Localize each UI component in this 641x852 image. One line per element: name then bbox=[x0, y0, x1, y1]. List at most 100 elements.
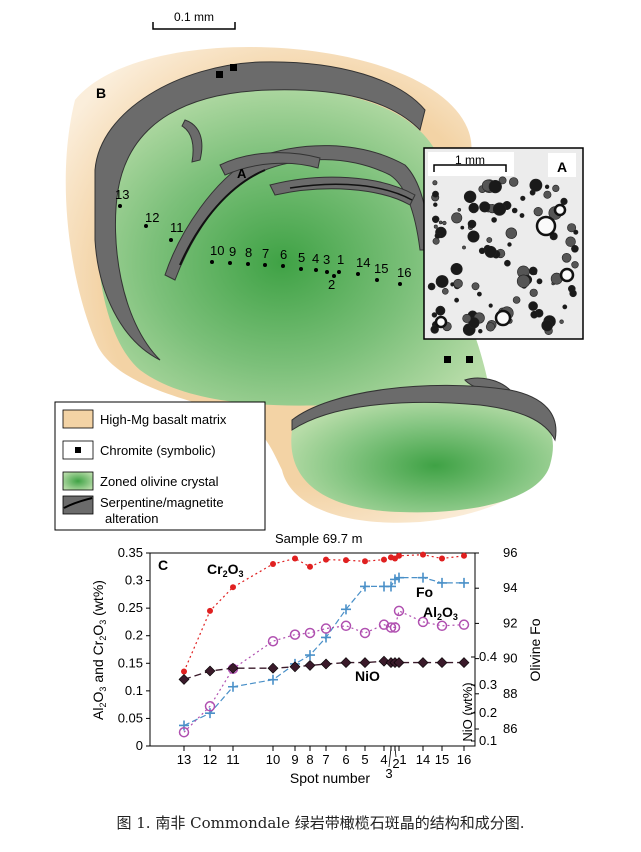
data-point-nio bbox=[178, 673, 190, 685]
data-point-cr2o3 bbox=[207, 607, 213, 614]
spot-point bbox=[332, 274, 336, 278]
spot-label: 13 bbox=[115, 187, 129, 202]
data-point-fo bbox=[386, 581, 396, 592]
data-point-cr2o3 bbox=[307, 563, 313, 570]
legend-label-serpentine-1: Serpentine/magnetite bbox=[100, 495, 224, 510]
data-point-nio bbox=[304, 659, 316, 671]
right-axis-title-nio: NiO (wt%) bbox=[460, 682, 475, 741]
olivine-grain-dot bbox=[460, 225, 465, 230]
olivine-grain-dot bbox=[431, 312, 438, 318]
olivine-grain-dot bbox=[468, 317, 480, 329]
left-y-tick-label: 0.1 bbox=[125, 683, 143, 698]
olivine-grain-dot bbox=[567, 223, 577, 233]
spot-label: 16 bbox=[397, 265, 411, 280]
serpentine-rim-main bbox=[94, 61, 426, 361]
data-point-al2o3 bbox=[267, 635, 279, 647]
legend: High-Mg basalt matrix Chromite (symbolic… bbox=[54, 401, 266, 531]
series-line-al2o3 bbox=[183, 610, 465, 733]
olivine-phenocryst-outline bbox=[535, 215, 557, 237]
spot-label: 11 bbox=[170, 220, 184, 235]
chromite-grain bbox=[466, 356, 473, 363]
spot-label: 15 bbox=[374, 261, 388, 276]
olivine-grain-dot bbox=[488, 303, 493, 308]
olivine-grain-dot bbox=[536, 278, 543, 285]
olivine-grain-dot bbox=[504, 259, 511, 267]
legend-label-serpentine-2: alteration bbox=[105, 511, 158, 526]
data-point-al2o3 bbox=[204, 701, 216, 712]
olivine-grain-dot bbox=[453, 278, 463, 289]
spot-label: 4 bbox=[312, 251, 319, 266]
plot-frame bbox=[149, 552, 476, 747]
olivine-phenocryst-outline bbox=[559, 267, 575, 283]
left-axis-title: Al2O3 and Cr2O3 (wt%) bbox=[90, 580, 108, 720]
olivine-grain-dot bbox=[432, 190, 439, 198]
data-point-cr2o3 bbox=[381, 556, 387, 563]
data-point-cr2o3 bbox=[461, 552, 467, 559]
olivine-grain-dot bbox=[485, 322, 496, 332]
series-label-nio: NiO bbox=[355, 668, 380, 684]
scale-bar-a bbox=[433, 164, 507, 172]
olivine-grain-dot bbox=[530, 310, 539, 319]
olivine-grain-dot bbox=[479, 201, 491, 213]
spot-label: 14 bbox=[356, 255, 370, 270]
left-y-tick-label: 0.35 bbox=[118, 545, 143, 560]
olivine-grain-dot bbox=[511, 207, 518, 214]
series-label-fo: Fo bbox=[416, 584, 433, 600]
olivine-grain-dot bbox=[516, 274, 531, 288]
olivine-grain-dot bbox=[529, 178, 543, 192]
olivine-grain-dot bbox=[509, 177, 519, 187]
data-point-al2o3 bbox=[458, 619, 470, 630]
data-point-fo bbox=[459, 577, 469, 588]
left-y-tick-label: 0.05 bbox=[118, 710, 143, 725]
data-point-nio bbox=[417, 657, 429, 669]
x-tick-label: 8 bbox=[306, 752, 313, 767]
olivine-grain-dot bbox=[438, 220, 443, 225]
olivine-grain-dot bbox=[463, 190, 477, 204]
spot-point bbox=[210, 260, 214, 264]
fo-axis-tick-label: 86 bbox=[503, 721, 517, 736]
x-tick-label: 7 bbox=[322, 752, 329, 767]
chromite-grain bbox=[444, 356, 451, 363]
data-point-cr2o3 bbox=[292, 555, 298, 562]
olivine-grain-dot bbox=[468, 202, 479, 214]
olivine-grain-dot bbox=[467, 230, 480, 243]
nio-axis-tick-label: 0.3 bbox=[479, 677, 497, 692]
olivine-grain-dot bbox=[543, 190, 552, 199]
olivine-grain-dot bbox=[432, 237, 440, 245]
olivine-grain-dot bbox=[427, 282, 436, 291]
data-point-cr2o3 bbox=[343, 557, 349, 564]
data-point-fo bbox=[179, 720, 189, 731]
spot-label: 6 bbox=[280, 247, 287, 262]
spot-point bbox=[169, 238, 173, 242]
data-point-al2o3 bbox=[417, 616, 429, 628]
data-point-al2o3 bbox=[289, 629, 301, 640]
series-label-cr2o3: Cr2O3 bbox=[207, 561, 243, 579]
olivine-grain-dot bbox=[512, 296, 521, 304]
olivine-grain-dot bbox=[488, 180, 502, 194]
data-point-al2o3 bbox=[320, 623, 332, 634]
nio-axis-tick-label: 0.2 bbox=[479, 705, 497, 720]
olivine-grain-dot bbox=[559, 319, 564, 324]
spot-label: 2 bbox=[328, 277, 335, 292]
magnetite-streak bbox=[179, 169, 266, 266]
inset-photomicrograph-a: 1 mm A bbox=[423, 147, 584, 340]
data-point-al2o3 bbox=[178, 726, 190, 738]
x-tick-label: 14 bbox=[416, 752, 430, 767]
olivine-grain-dot bbox=[528, 266, 538, 276]
data-point-al2o3 bbox=[304, 627, 316, 639]
data-point-al2o3 bbox=[436, 620, 448, 632]
data-point-cr2o3 bbox=[396, 552, 402, 559]
data-point-nio bbox=[267, 662, 279, 674]
left-y-tick-label: 0.2 bbox=[125, 628, 143, 643]
x-tick-label: 1 bbox=[399, 752, 406, 767]
legend-label-olivine: Zoned olivine crystal bbox=[100, 474, 219, 489]
legend-swatch-matrix bbox=[62, 409, 94, 429]
left-y-tick-label: 0.3 bbox=[125, 573, 143, 588]
olivine-grain-dot bbox=[492, 202, 507, 216]
olivine-grain-dot bbox=[454, 297, 459, 303]
data-point-fo bbox=[360, 581, 370, 592]
x-tick-label: 2 bbox=[392, 756, 399, 771]
olivine-grain-dot bbox=[432, 215, 440, 224]
olivine-grain-dot bbox=[560, 197, 568, 205]
